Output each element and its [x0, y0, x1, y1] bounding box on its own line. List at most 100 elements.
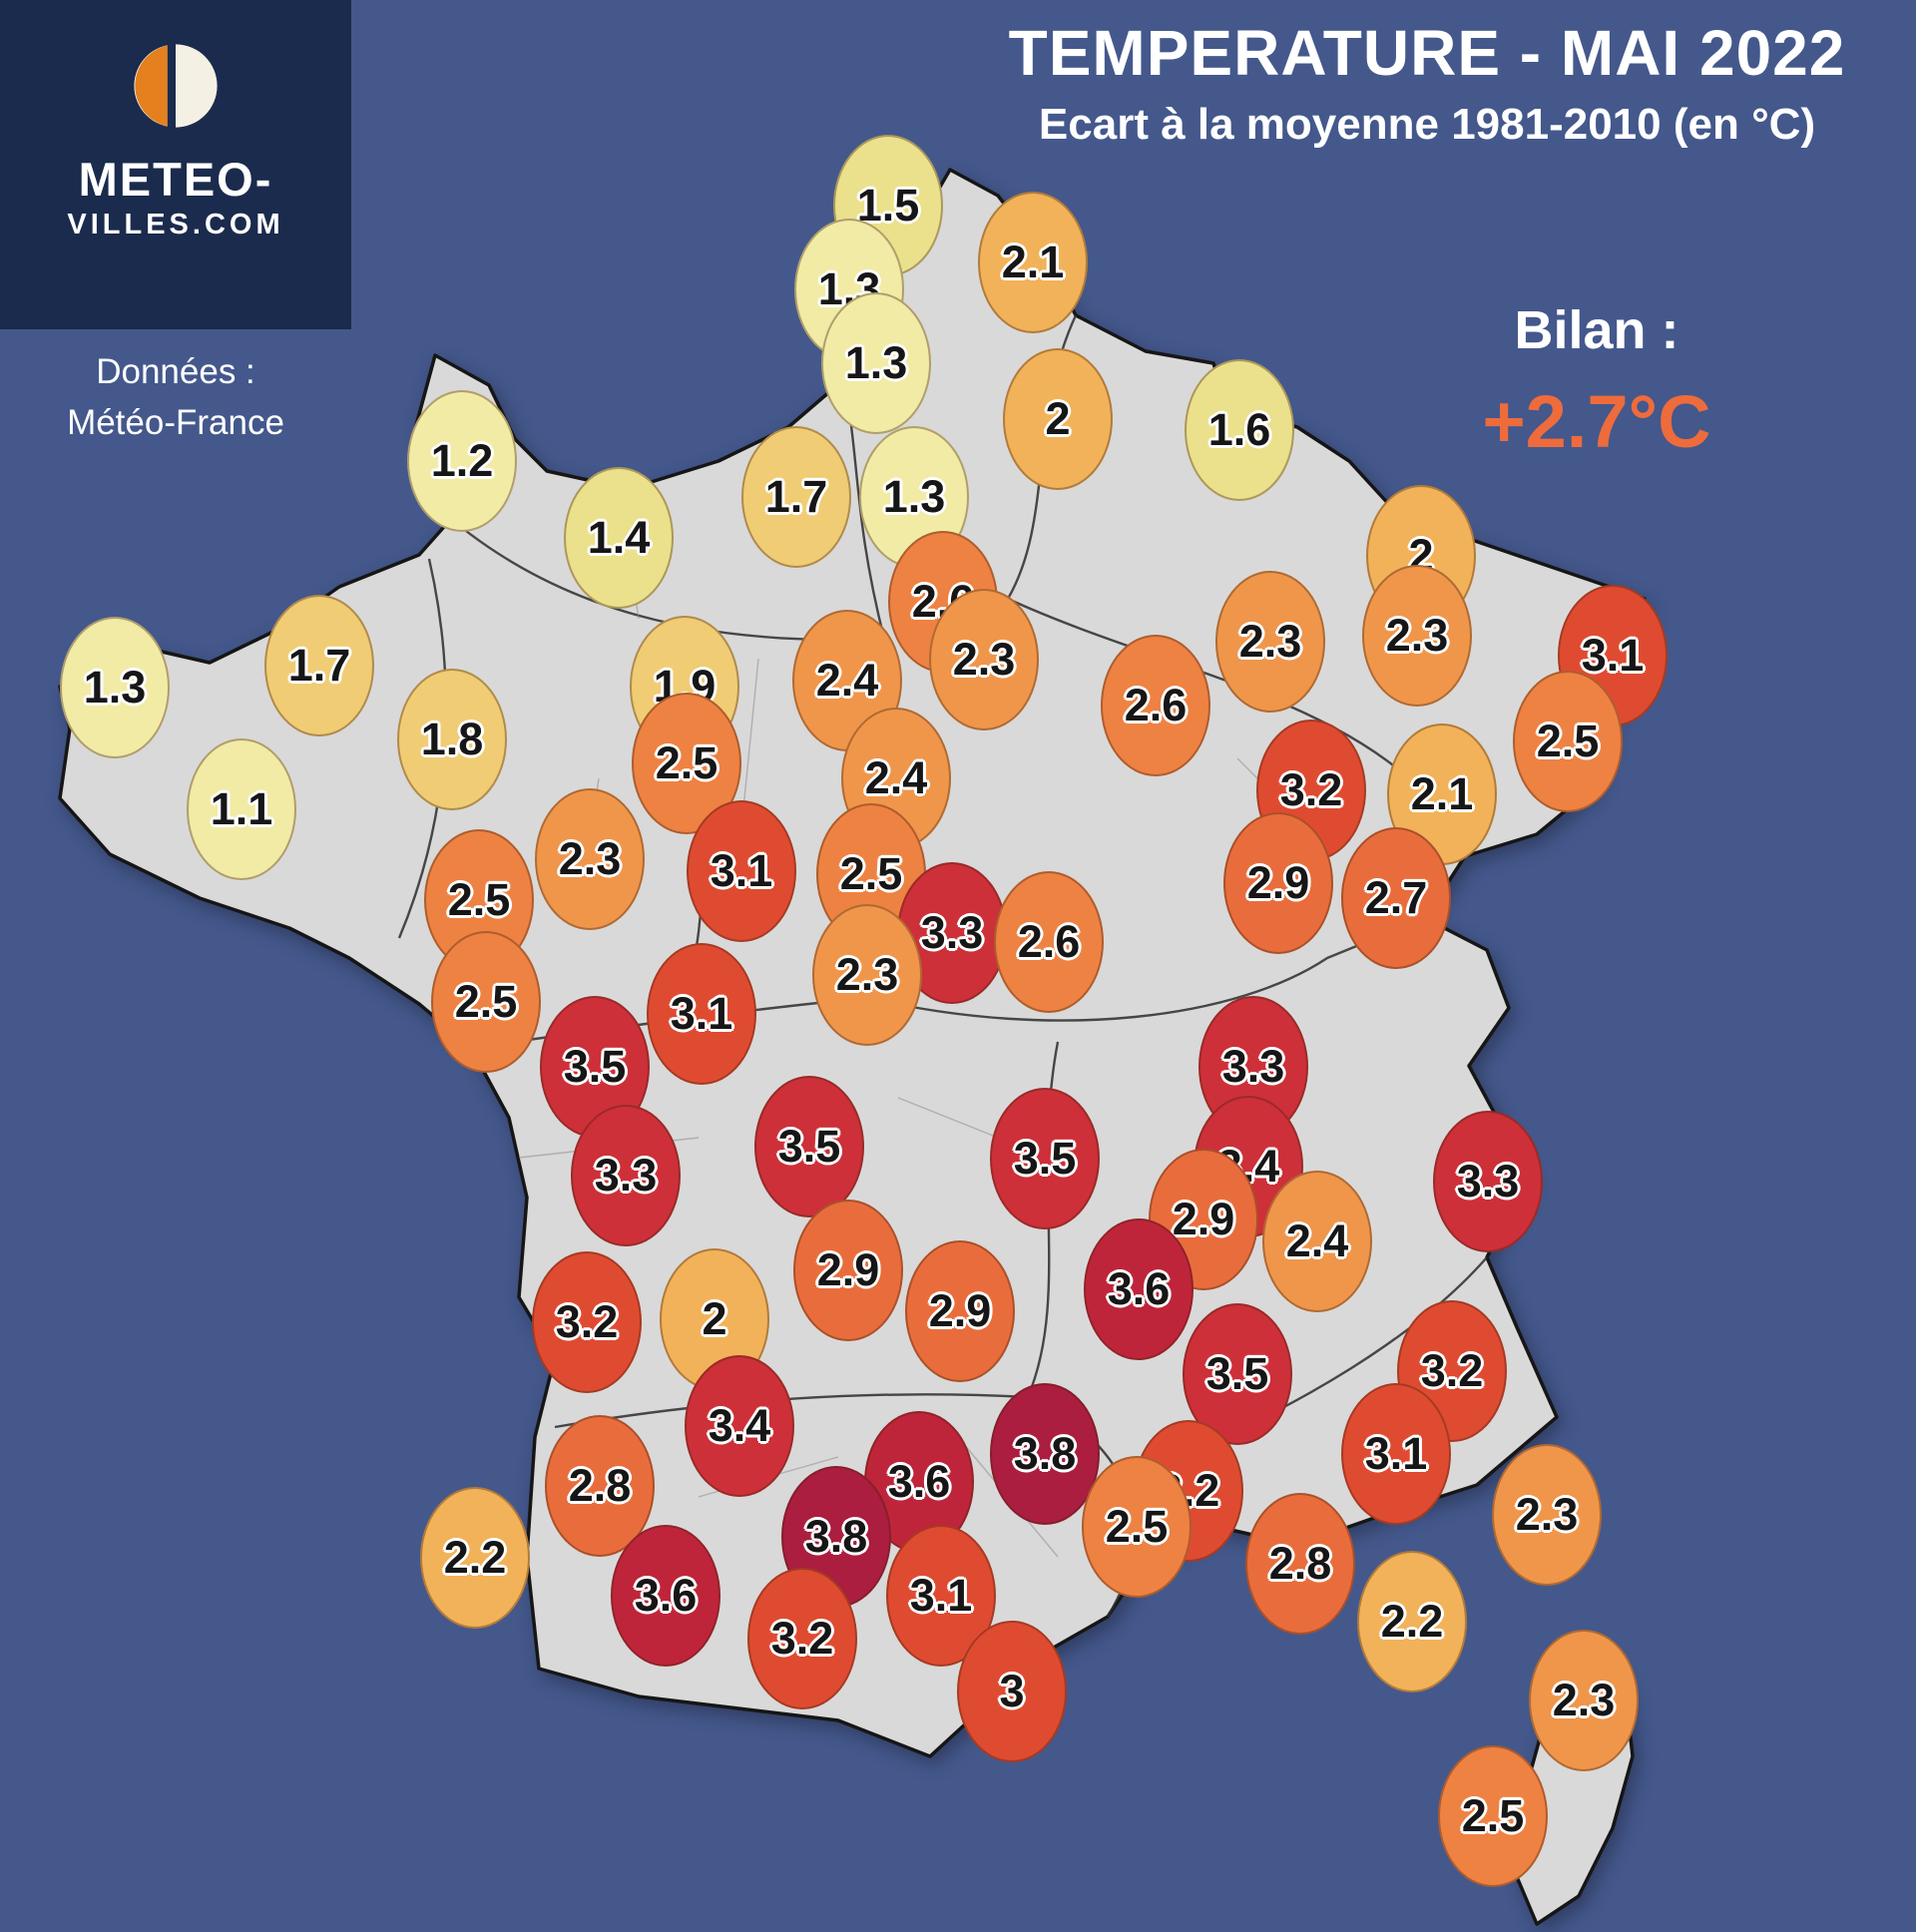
temp-bubble: 2.3	[1529, 1630, 1639, 1771]
temp-bubble-value: 2.8	[568, 1460, 632, 1511]
data-source-line1: Données :	[96, 352, 255, 391]
temp-bubble: 2.2	[420, 1487, 530, 1629]
temp-bubble: 3.5	[754, 1076, 864, 1217]
temp-bubble-value: 2.5	[839, 848, 903, 899]
temp-bubble: 1.1	[187, 738, 296, 880]
temp-bubble: 2.3	[929, 589, 1039, 730]
temp-bubble-value: 1.2	[430, 435, 494, 486]
temp-bubble-value: 3.8	[1013, 1428, 1077, 1479]
temp-bubble-value: 3.2	[555, 1296, 619, 1347]
temp-bubble: 2.6	[1101, 635, 1210, 776]
temp-bubble: 2.3	[812, 904, 922, 1046]
temp-bubble: 2.8	[545, 1415, 655, 1557]
temp-bubble: 2.9	[1223, 812, 1333, 954]
temp-bubble-value: 2.5	[454, 976, 518, 1027]
temp-bubble: 2.5	[431, 931, 541, 1073]
temp-bubble-value: 3.1	[1364, 1428, 1428, 1479]
temp-bubble-value: 1.3	[83, 662, 147, 713]
temp-bubble: 3.5	[990, 1088, 1100, 1229]
temp-bubble-value: 2.3	[1385, 610, 1449, 661]
temp-bubble: 1.8	[397, 669, 507, 810]
temp-bubble: 2.9	[793, 1200, 903, 1341]
temp-bubble-value: 2.9	[1172, 1194, 1235, 1244]
temp-bubble-value: 2	[1045, 393, 1071, 444]
temp-bubble-value: 1.7	[764, 471, 828, 522]
temp-bubble: 2.8	[1245, 1493, 1355, 1635]
temp-bubble-value: 2.8	[1268, 1538, 1332, 1589]
temp-bubble-value: 1.3	[844, 337, 908, 388]
temp-bubble-value: 3.6	[887, 1456, 951, 1507]
temp-bubble: 3.1	[687, 800, 796, 942]
data-source: Données : Météo-France	[0, 347, 351, 449]
temp-bubble-value: 2.3	[1515, 1489, 1579, 1540]
temp-bubble-value: 2.4	[864, 752, 928, 803]
temp-bubble: 2	[1003, 348, 1113, 490]
temp-bubble-value: 2.2	[1380, 1596, 1444, 1647]
temp-bubble-value: 3.8	[804, 1511, 868, 1562]
temp-bubble-value: 1.3	[882, 471, 946, 522]
temp-bubble-value: 3.6	[1107, 1263, 1171, 1314]
temp-bubble: 2.2	[1357, 1551, 1467, 1692]
temp-bubble: 3	[957, 1621, 1067, 1762]
temp-bubble-value: 2.6	[1124, 680, 1188, 730]
temp-bubble-value: 2.5	[655, 737, 718, 788]
temp-bubble: 2.5	[1513, 671, 1623, 812]
temp-bubble-value: 2.9	[928, 1285, 992, 1336]
temp-bubble: 2.5	[1082, 1456, 1192, 1598]
temp-bubble-value: 3.5	[1205, 1348, 1269, 1399]
header: TEMPERATURE - MAI 2022 Ecart à la moyenn…	[948, 16, 1906, 150]
temp-bubble: 2.4	[792, 610, 902, 751]
temp-bubble: 1.7	[741, 426, 851, 568]
data-source-line2: Météo-France	[67, 402, 284, 442]
temp-bubble-value: 2.5	[1461, 1790, 1525, 1841]
logo-text-line2: VILLES.COM	[67, 209, 284, 241]
temp-bubble: 3.1	[647, 943, 756, 1085]
temp-bubble-value: 2.1	[1410, 768, 1474, 819]
temp-bubble-value: 2.7	[1364, 872, 1428, 923]
temp-bubble: 2.6	[994, 871, 1104, 1013]
temp-bubble-value: 2.3	[1552, 1675, 1616, 1725]
temp-bubble-value: 3.3	[1456, 1156, 1520, 1207]
temp-bubble-value: 1.6	[1207, 404, 1271, 455]
temp-bubble-value: 3.2	[770, 1613, 834, 1664]
logo-text-line1: METEO-	[78, 153, 273, 206]
temp-bubble: 3.2	[532, 1251, 642, 1393]
temp-bubble-value: 2.3	[558, 833, 622, 884]
temp-bubble-value: 2.6	[1017, 916, 1081, 967]
temp-bubble: 2.3	[1362, 565, 1472, 707]
temp-bubble: 3.3	[1433, 1111, 1543, 1252]
temp-bubble: 3.2	[747, 1568, 857, 1709]
logo-icon-left-half	[135, 45, 168, 127]
temp-bubble-value: 3.2	[1420, 1345, 1484, 1396]
temp-bubble-value: 3.6	[634, 1570, 698, 1621]
temp-bubble: 1.3	[821, 292, 931, 434]
temp-bubble-value: 3.1	[909, 1570, 973, 1621]
temp-bubble-value: 3.3	[920, 907, 984, 958]
temp-bubble-value: 3.5	[563, 1041, 627, 1092]
temp-bubble-value: 3.4	[708, 1400, 771, 1451]
temp-bubble-value: 2.9	[816, 1244, 880, 1295]
temp-bubble-value: 2	[702, 1293, 727, 1344]
temp-bubble-value: 2.3	[952, 634, 1016, 685]
temp-bubble: 2.1	[978, 192, 1088, 333]
meteo-villes-logo-icon	[134, 42, 218, 130]
bilan-block: Bilan : +2.7°C	[1397, 299, 1796, 464]
meteo-villes-logo: METEO- VILLES.COM	[0, 0, 351, 329]
temp-bubble-value: 2.2	[443, 1532, 507, 1583]
temp-bubble: 3.6	[1084, 1218, 1194, 1360]
temp-bubble: 2.4	[1262, 1171, 1372, 1312]
temp-bubble-value: 3.3	[594, 1150, 658, 1201]
temp-bubble: 3.8	[990, 1383, 1100, 1525]
temp-bubble-value: 3.2	[1279, 764, 1343, 815]
bilan-label: Bilan :	[1514, 300, 1679, 360]
temp-bubble: 2.3	[1492, 1444, 1602, 1586]
temp-bubble: 3.1	[1341, 1383, 1451, 1525]
temp-bubble-value: 3.3	[1221, 1041, 1285, 1092]
temp-bubble-value: 2.3	[835, 949, 899, 1000]
temp-bubble: 3.5	[540, 996, 650, 1138]
temp-bubble: 2.7	[1341, 827, 1451, 969]
temp-bubble-value: 1.1	[210, 783, 273, 834]
temp-bubble: 1.3	[60, 617, 170, 758]
temp-bubble-value: 2.5	[1105, 1501, 1169, 1552]
